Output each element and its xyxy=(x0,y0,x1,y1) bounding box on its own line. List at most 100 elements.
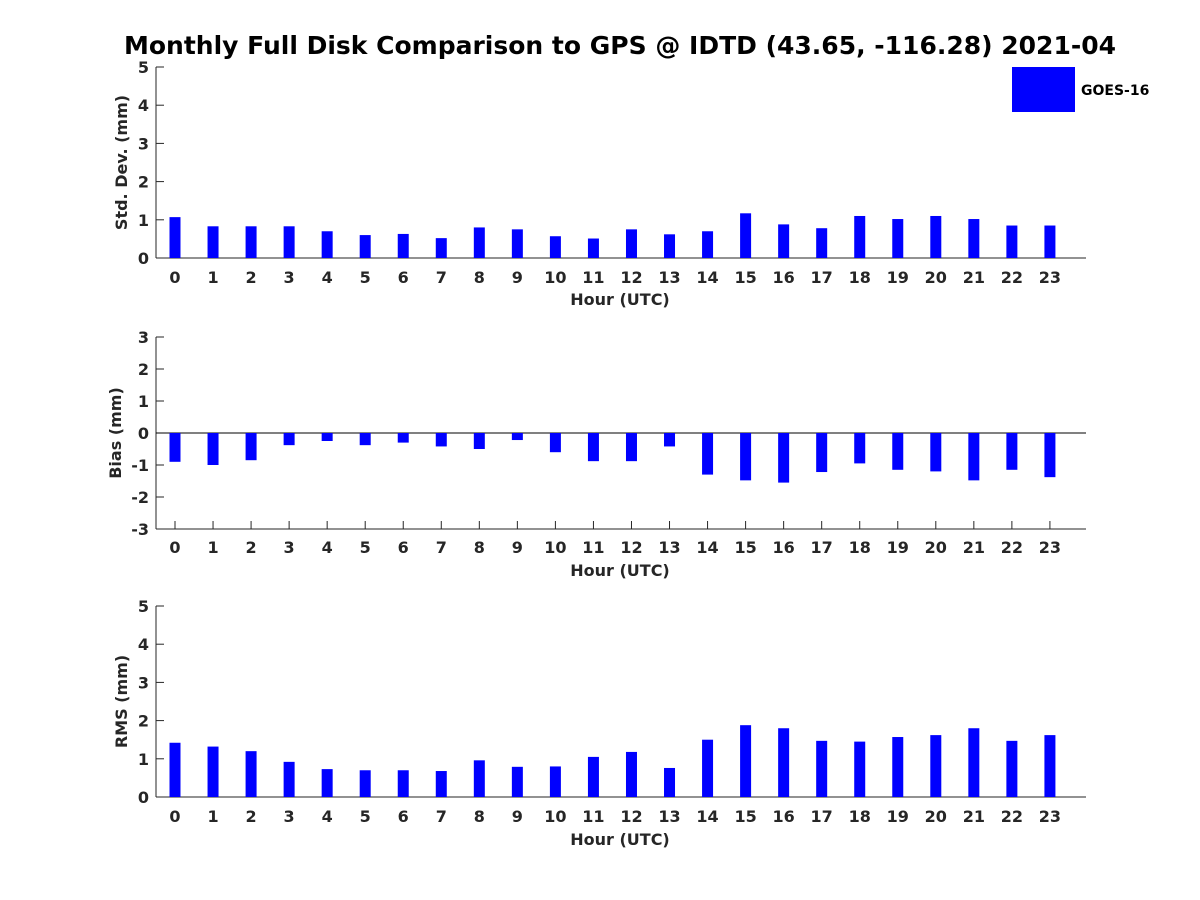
x-tick-label: 17 xyxy=(811,268,833,287)
y-axis-label: RMS (mm) xyxy=(112,655,131,748)
bar xyxy=(359,433,371,446)
bar xyxy=(702,231,714,258)
x-axis-label: Hour (UTC) xyxy=(570,830,670,849)
bar xyxy=(968,728,980,797)
bar xyxy=(321,231,333,258)
bar xyxy=(473,760,485,797)
bar xyxy=(511,229,523,258)
x-tick-label: 9 xyxy=(512,268,523,287)
bar xyxy=(435,238,447,258)
x-tick-label: 6 xyxy=(398,268,409,287)
x-tick-label: 21 xyxy=(963,268,985,287)
bar xyxy=(664,433,676,447)
x-tick-label: 0 xyxy=(169,268,180,287)
bar xyxy=(473,433,485,449)
x-tick-label: 15 xyxy=(734,538,756,557)
chart-title: Monthly Full Disk Comparison to GPS @ ID… xyxy=(124,31,1116,60)
x-tick-label: 16 xyxy=(773,268,795,287)
x-tick-label: 14 xyxy=(696,807,718,826)
x-tick-label: 13 xyxy=(658,538,680,557)
x-tick-label: 23 xyxy=(1039,538,1061,557)
x-tick-label: 19 xyxy=(887,268,909,287)
x-tick-label: 16 xyxy=(773,807,795,826)
x-tick-label: 13 xyxy=(658,268,680,287)
x-tick-label: 15 xyxy=(734,268,756,287)
bar xyxy=(968,433,980,481)
bar xyxy=(854,433,866,464)
bar xyxy=(549,766,561,797)
x-tick-label: 10 xyxy=(544,538,566,557)
x-tick-label: 17 xyxy=(811,807,833,826)
x-tick-label: 1 xyxy=(207,268,218,287)
x-tick-label: 5 xyxy=(360,538,371,557)
y-tick-label: -3 xyxy=(131,520,149,539)
x-tick-label: 18 xyxy=(849,268,871,287)
x-tick-label: 22 xyxy=(1001,268,1023,287)
x-axis-label: Hour (UTC) xyxy=(570,561,670,580)
bar xyxy=(816,433,828,473)
y-tick-label: 3 xyxy=(138,673,149,692)
bar xyxy=(169,433,181,462)
x-tick-label: 2 xyxy=(246,268,257,287)
bar xyxy=(435,771,447,797)
x-tick-label: 12 xyxy=(620,538,642,557)
x-tick-label: 4 xyxy=(322,268,333,287)
y-tick-label: 4 xyxy=(138,96,149,115)
bar xyxy=(625,751,637,797)
y-tick-label: 1 xyxy=(138,750,149,769)
bar xyxy=(511,433,523,441)
x-tick-label: 23 xyxy=(1039,807,1061,826)
bar xyxy=(511,766,523,797)
y-tick-label: 4 xyxy=(138,635,149,654)
x-tick-label: 5 xyxy=(360,807,371,826)
x-tick-label: 9 xyxy=(512,807,523,826)
bar xyxy=(169,742,181,797)
x-tick-label: 7 xyxy=(436,268,447,287)
x-tick-label: 12 xyxy=(620,268,642,287)
bar xyxy=(283,433,295,446)
x-tick-label: 6 xyxy=(398,807,409,826)
bar xyxy=(664,234,676,258)
bar xyxy=(816,740,828,797)
x-tick-label: 11 xyxy=(582,807,604,826)
bar xyxy=(930,433,942,472)
bar xyxy=(359,770,371,797)
x-tick-label: 18 xyxy=(849,807,871,826)
x-axis-label: Hour (UTC) xyxy=(570,290,670,309)
bar xyxy=(435,433,447,447)
y-tick-label: 0 xyxy=(138,788,149,807)
x-tick-label: 22 xyxy=(1001,538,1023,557)
bar xyxy=(397,433,409,443)
bar xyxy=(587,238,599,258)
bar xyxy=(1044,433,1056,478)
x-tick-label: 18 xyxy=(849,538,871,557)
x-tick-label: 17 xyxy=(811,538,833,557)
y-tick-label: 0 xyxy=(138,424,149,443)
bar xyxy=(397,233,409,258)
legend-swatch xyxy=(1012,67,1075,112)
bar xyxy=(473,227,485,258)
x-tick-label: 6 xyxy=(398,538,409,557)
bar xyxy=(321,433,333,441)
x-tick-label: 21 xyxy=(963,538,985,557)
x-tick-label: 1 xyxy=(207,538,218,557)
bar xyxy=(1044,225,1056,258)
x-tick-label: 7 xyxy=(436,538,447,557)
bar xyxy=(587,756,599,797)
x-tick-label: 21 xyxy=(963,807,985,826)
x-tick-label: 3 xyxy=(284,268,295,287)
x-tick-label: 8 xyxy=(474,807,485,826)
bar xyxy=(549,236,561,258)
y-tick-label: 5 xyxy=(138,58,149,77)
x-tick-label: 5 xyxy=(360,268,371,287)
x-tick-label: 4 xyxy=(322,807,333,826)
x-tick-label: 10 xyxy=(544,807,566,826)
y-tick-label: 2 xyxy=(138,173,149,192)
bar xyxy=(702,433,714,475)
y-tick-label: 0 xyxy=(138,249,149,268)
bar xyxy=(321,769,333,797)
bar xyxy=(740,433,752,481)
bar xyxy=(245,433,257,461)
